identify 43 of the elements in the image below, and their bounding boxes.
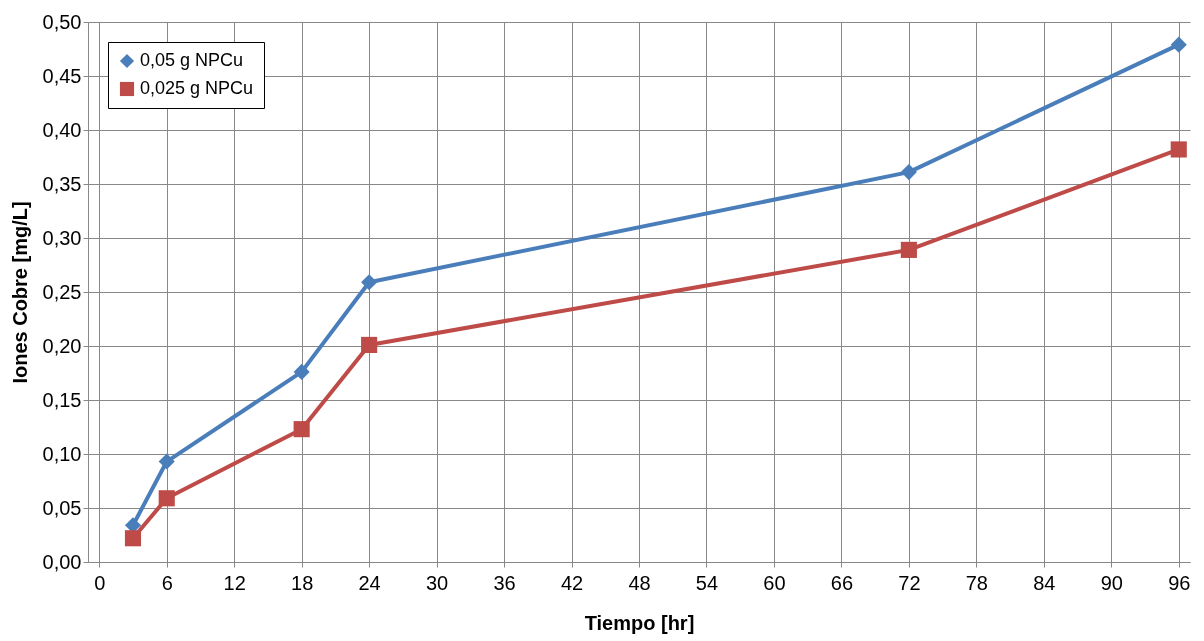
y-tick-label: 0,30 [42,226,82,249]
x-tick-label: 84 [1033,571,1056,594]
x-tick-label: 30 [425,571,449,594]
point [361,336,378,353]
y-tick-label: 0,25 [42,280,82,303]
x-axis-title: Tiempo [hr] [584,611,695,634]
point [900,164,917,181]
x-tick-label: 78 [965,571,988,594]
y-tick-label: 0,20 [42,334,82,357]
y-tick-label: 0,40 [42,118,82,141]
x-tick-label: 42 [560,571,584,594]
x-tick-label: 24 [358,571,381,594]
y-tick-label: 0,10 [42,442,82,465]
x-tick-label: 90 [1100,571,1123,594]
x-tick-label: 18 [291,571,314,594]
x-tick-label: 96 [1168,571,1191,594]
legend-label: 0,025 g NPCu [140,78,254,98]
point [158,453,175,470]
y-axis-title: Iones Cobre [mg/L] [8,201,31,384]
legend-label: 0,05 g NPCu [140,50,244,70]
point [361,274,378,291]
x-tick-label: 48 [628,571,651,594]
x-tick-label: 6 [161,571,173,594]
x-tick-label: 72 [898,571,921,594]
y-tick-label: 0,05 [42,496,82,519]
y-tick-label: 0,35 [42,172,82,195]
x-tick-label: 12 [223,571,246,594]
point [1170,36,1187,53]
y-tick-label: 0,00 [42,550,82,573]
point [293,363,310,380]
x-tick-label: 60 [763,571,786,594]
y-tick-label: 0,45 [42,64,82,87]
x-tick-label: 0 [94,571,106,594]
point [124,530,142,547]
point [158,490,175,507]
point [293,421,310,438]
y-tick-label: 0,50 [42,10,82,33]
y-tick-label: 0,15 [42,388,82,411]
point [900,241,917,258]
x-tick-label: 66 [830,571,854,594]
x-tick-label: 54 [695,571,719,594]
x-tick-label: 36 [493,571,516,594]
point [1170,141,1187,158]
